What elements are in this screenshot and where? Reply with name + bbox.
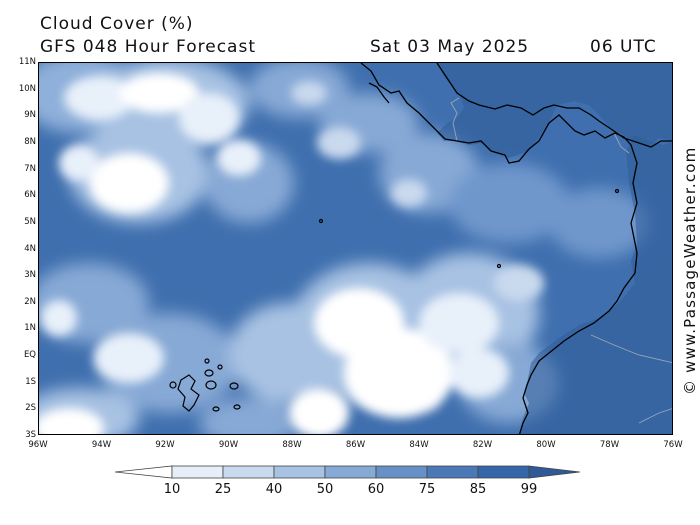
credit-text: © www.PassageWeather.com xyxy=(681,146,699,395)
forecast-time: 06 UTC xyxy=(590,37,657,57)
colorbar-label: 40 xyxy=(265,482,283,497)
colorbar-segment xyxy=(375,465,428,479)
latitude-tick-label: 1S xyxy=(25,376,36,387)
colorbar-segment xyxy=(426,465,479,479)
latitude-tick-label: 5N xyxy=(24,216,36,227)
forecast-date: Sat 03 May 2025 xyxy=(370,37,530,57)
island-gorgona xyxy=(614,188,620,194)
island-santa-cruz xyxy=(205,380,217,390)
island-cocos xyxy=(318,218,324,224)
cloud-thin-layer xyxy=(39,73,544,434)
longitude-tick-label: 88W xyxy=(282,440,302,450)
island-espanola xyxy=(233,404,241,410)
latitude-tick-label: 3S xyxy=(25,430,36,440)
coastlines xyxy=(360,63,672,434)
border-line xyxy=(638,408,672,424)
colorbar-segment xyxy=(171,465,224,479)
latitude-tick-label: 1N xyxy=(24,323,36,334)
latitude-tick-label: 4N xyxy=(24,243,36,254)
latitude-tick-label: 7N xyxy=(24,163,36,174)
colorbar-label: 50 xyxy=(316,482,334,497)
cloud-cover-field xyxy=(39,63,649,434)
colorbar-label: 85 xyxy=(469,482,487,497)
peninsula-coastline xyxy=(368,82,390,104)
south-america-land xyxy=(519,135,672,434)
longitude-tick-label: 78W xyxy=(599,440,620,450)
latitude-tick-label: 9N xyxy=(24,110,36,121)
forecast-subtitle: GFS 048 Hour Forecast xyxy=(40,37,256,57)
colorbar-segment xyxy=(477,465,530,479)
cloud-cover-svg xyxy=(39,63,672,434)
island-marchena xyxy=(204,358,210,364)
colorbar xyxy=(115,465,581,479)
latitude-tick-label: 3N xyxy=(24,270,36,281)
longitude-tick-label: 76W xyxy=(663,440,683,450)
longitude-tick-label: 84W xyxy=(409,440,429,450)
island-san-cristobal xyxy=(229,382,239,390)
border-line xyxy=(590,334,672,364)
longitude-tick-label: 90W xyxy=(218,440,239,450)
border-line xyxy=(450,97,460,142)
land-masses xyxy=(361,63,672,434)
colorbar-label: 25 xyxy=(214,482,232,497)
longitude-tick-label: 92W xyxy=(155,440,175,450)
longitude-tick-label: 96W xyxy=(28,440,48,450)
colorbar-segment xyxy=(115,465,173,479)
colorbar-label: 99 xyxy=(520,482,538,497)
colorbar-label: 75 xyxy=(418,482,436,497)
central-america-land xyxy=(361,63,672,158)
latitude-tick-label: 10N xyxy=(18,83,36,94)
colorbar-label: 60 xyxy=(367,482,385,497)
island-fernandina xyxy=(169,381,177,389)
colorbar-segment xyxy=(273,465,326,479)
island-malpelo xyxy=(496,263,502,269)
central-america-coastline xyxy=(360,63,638,434)
colorbar-segment xyxy=(222,465,275,479)
island-isabela xyxy=(177,374,200,412)
longitude-tick-label: 94W xyxy=(91,440,112,450)
latitude-tick-label: 2S xyxy=(25,403,36,414)
longitude-tick-label: 80W xyxy=(536,440,556,450)
latitude-tick-label: EQ xyxy=(23,350,36,361)
country-borders xyxy=(450,97,672,424)
colorbar-segment xyxy=(324,465,377,479)
colorbar-segment xyxy=(528,465,581,479)
latitude-tick-label: 8N xyxy=(24,136,36,147)
galapagos-islands xyxy=(169,188,620,412)
island-floreana xyxy=(212,406,220,412)
longitude-tick-label: 82W xyxy=(472,440,493,450)
island-santiago xyxy=(204,369,214,377)
longitude-tick-label: 86W xyxy=(345,440,366,450)
caribbean-coastline xyxy=(436,63,672,148)
cloud-cover-map xyxy=(38,62,673,435)
colorbar-label: 10 xyxy=(163,482,181,497)
latitude-tick-label: 11N xyxy=(18,57,36,67)
latitude-tick-label: 2N xyxy=(24,296,36,307)
border-line xyxy=(613,132,630,154)
island-genovesa xyxy=(217,364,223,370)
latitude-tick-label: 6N xyxy=(24,190,36,201)
chart-title: Cloud Cover (%) xyxy=(40,14,194,34)
